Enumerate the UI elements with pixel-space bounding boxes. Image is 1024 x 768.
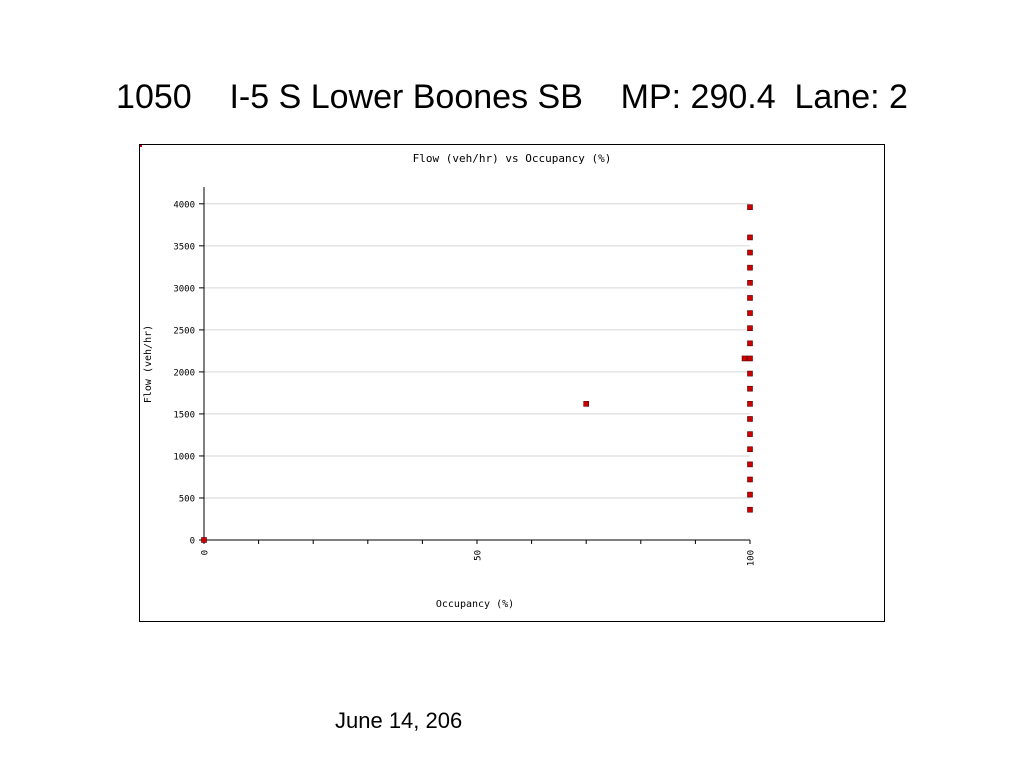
y-tick-label: 2000 — [173, 368, 195, 378]
data-point — [747, 370, 753, 377]
data-point — [747, 264, 753, 271]
y-tick-label: 3000 — [173, 284, 195, 294]
data-point — [747, 249, 753, 256]
y-axis-label: Flow (veh/hr) — [143, 325, 154, 403]
data-point — [747, 385, 753, 392]
data-point — [747, 491, 753, 498]
data-point — [747, 204, 753, 210]
data-point — [747, 431, 753, 437]
data-point — [747, 295, 753, 301]
data-point — [741, 355, 748, 362]
data-point — [747, 401, 753, 407]
corner-marker — [140, 145, 142, 147]
y-tick-label: 0 — [190, 537, 195, 547]
data-point — [747, 476, 753, 483]
x-tick-labels: 0 50 100 — [201, 550, 757, 566]
data-point — [747, 310, 753, 316]
slide-title: 1050 I-5 S Lower Boones SB MP: 290.4 Lan… — [116, 78, 908, 116]
y-tick-label: 4000 — [173, 200, 195, 210]
axes — [199, 187, 751, 544]
grid-lines — [204, 203, 750, 499]
y-tick-label: 500 — [179, 494, 195, 504]
data-point — [747, 280, 753, 286]
y-tick-label: 3500 — [173, 242, 195, 252]
data-point — [747, 446, 753, 453]
slide-date: June 14, 206 — [335, 708, 463, 733]
data-point — [747, 340, 753, 347]
data-point — [747, 355, 753, 362]
data-points — [140, 145, 753, 543]
x-tick-label: 100 — [747, 550, 757, 566]
y-tick-label: 2500 — [173, 326, 195, 336]
y-tick-label: 1000 — [173, 452, 195, 462]
data-point — [747, 416, 753, 422]
x-tick-label: 50 — [474, 550, 484, 561]
data-point — [747, 234, 753, 241]
data-point — [747, 461, 753, 468]
chart-frame: Flow (veh/hr) vs Occupancy (%) 0 500 1000 1… — [139, 144, 885, 622]
y-tick-label: 1500 — [173, 410, 195, 420]
chart-title: Flow (veh/hr) vs Occupancy (%) — [413, 152, 612, 165]
data-point — [747, 325, 753, 331]
scatter-chart: Flow (veh/hr) vs Occupancy (%) 050010001… — [140, 145, 757, 610]
x-tick-label: 0 — [201, 550, 211, 555]
data-point — [747, 506, 753, 513]
y-tick-labels: 0 500 1000 1500 2000 2500 3000 3500 4000 — [173, 200, 195, 546]
data-point — [583, 401, 590, 407]
data-point — [201, 537, 207, 543]
x-axis-label: Occupancy (%) — [436, 599, 514, 610]
